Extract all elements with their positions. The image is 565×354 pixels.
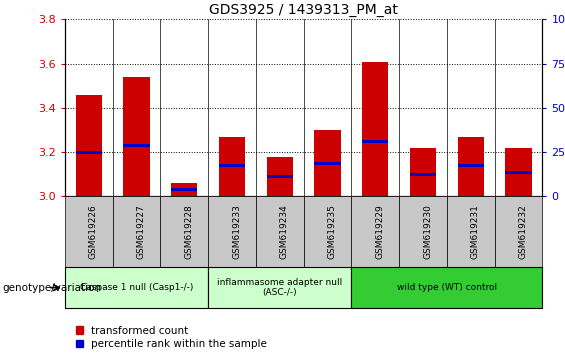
Bar bbox=[219, 164, 245, 167]
Bar bbox=[458, 137, 484, 196]
Bar bbox=[410, 173, 436, 176]
Bar bbox=[267, 175, 293, 178]
Bar bbox=[458, 164, 484, 167]
Text: GSM619232: GSM619232 bbox=[519, 205, 528, 259]
Title: GDS3925 / 1439313_PM_at: GDS3925 / 1439313_PM_at bbox=[209, 3, 398, 17]
Bar bbox=[171, 183, 197, 196]
Text: GSM619231: GSM619231 bbox=[471, 204, 480, 259]
Bar bbox=[267, 156, 293, 196]
Bar bbox=[362, 140, 388, 143]
Bar bbox=[410, 148, 436, 196]
Text: genotype/variation: genotype/variation bbox=[3, 282, 102, 293]
Bar bbox=[315, 162, 341, 165]
Bar bbox=[315, 130, 341, 196]
Legend: transformed count, percentile rank within the sample: transformed count, percentile rank withi… bbox=[76, 326, 267, 349]
Bar bbox=[362, 62, 388, 196]
Bar bbox=[76, 95, 102, 196]
Bar bbox=[219, 137, 245, 196]
Bar bbox=[171, 188, 197, 191]
Text: GSM619227: GSM619227 bbox=[137, 205, 146, 259]
Text: inflammasome adapter null
(ASC-/-): inflammasome adapter null (ASC-/-) bbox=[217, 278, 342, 297]
Text: GSM619229: GSM619229 bbox=[375, 205, 384, 259]
Bar bbox=[506, 171, 532, 173]
Text: wild type (WT) control: wild type (WT) control bbox=[397, 283, 497, 292]
Text: Caspase 1 null (Casp1-/-): Caspase 1 null (Casp1-/-) bbox=[80, 283, 193, 292]
Bar bbox=[76, 151, 102, 154]
Bar bbox=[124, 77, 150, 196]
Text: GSM619228: GSM619228 bbox=[184, 205, 193, 259]
Bar bbox=[124, 144, 150, 147]
Bar bbox=[506, 148, 532, 196]
Text: GSM619233: GSM619233 bbox=[232, 204, 241, 259]
Text: GSM619235: GSM619235 bbox=[328, 204, 337, 259]
Text: GSM619226: GSM619226 bbox=[89, 205, 98, 259]
Text: GSM619234: GSM619234 bbox=[280, 205, 289, 259]
Text: GSM619230: GSM619230 bbox=[423, 204, 432, 259]
